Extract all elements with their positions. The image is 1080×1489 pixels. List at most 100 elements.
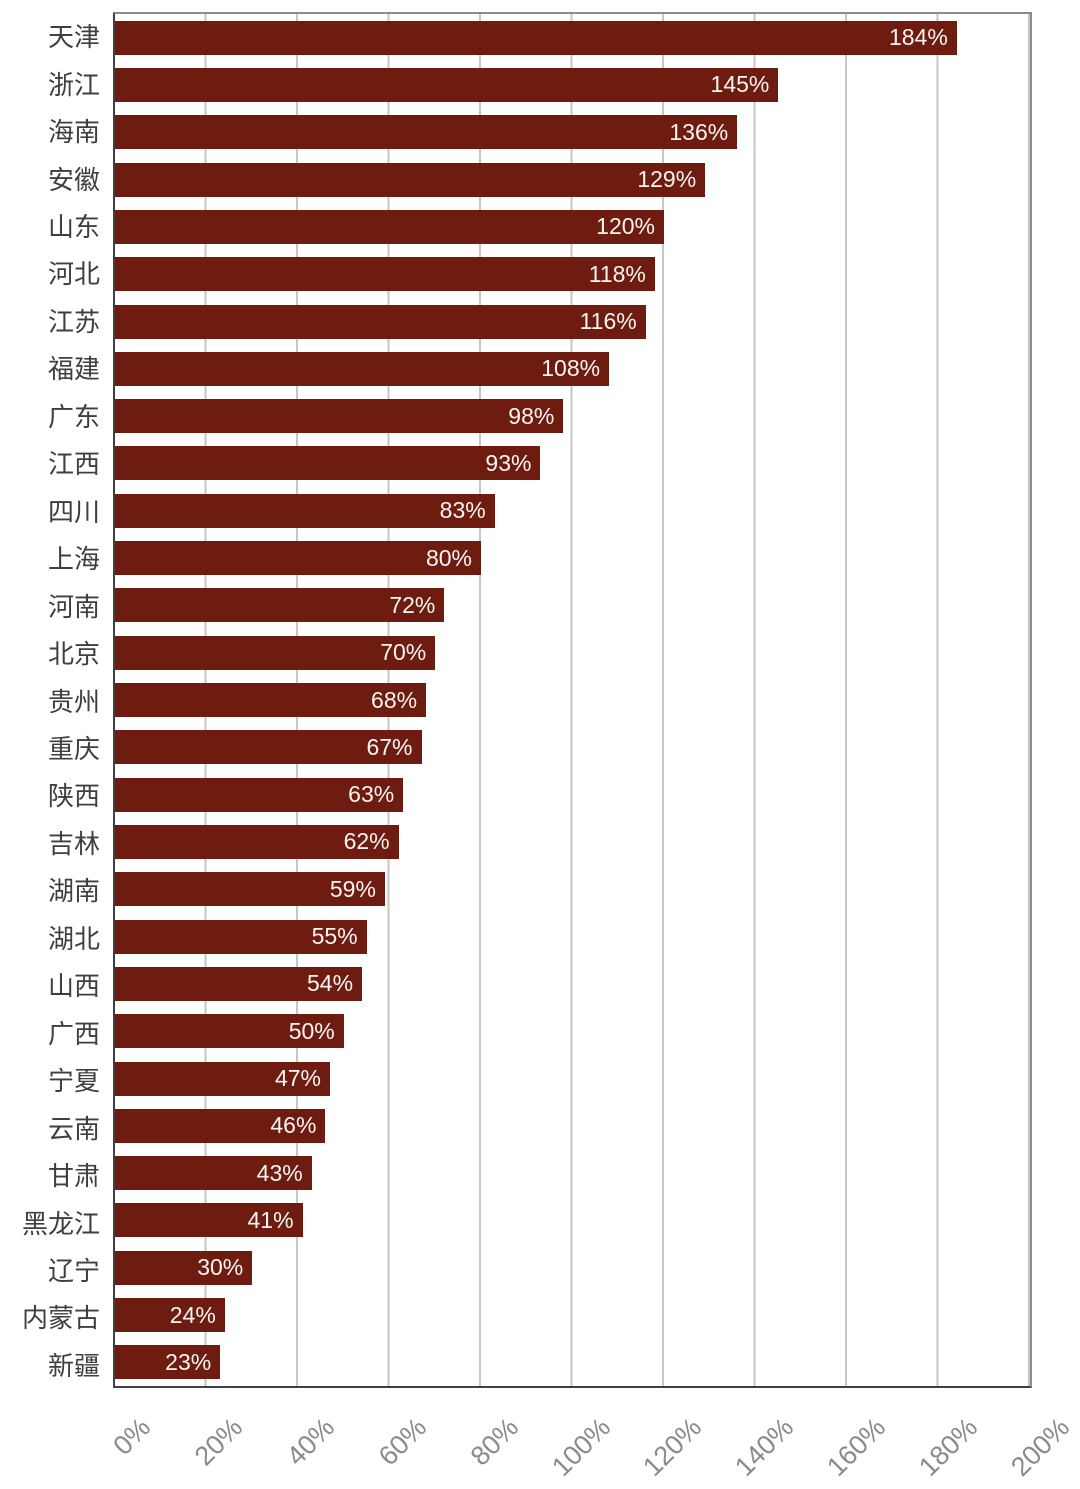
x-tick-label: 200% (1005, 1412, 1076, 1483)
bar: 72% (115, 588, 445, 623)
category-label: 海南 (47, 117, 100, 148)
bar-value-label: 30% (197, 1254, 244, 1281)
category-label: 江西 (47, 449, 100, 480)
bar: 108% (115, 351, 610, 386)
bar-value-label: 136% (669, 118, 729, 145)
bar-value-label: 98% (508, 402, 555, 429)
category-label: 湖南 (47, 876, 100, 907)
bar: 129% (115, 162, 706, 197)
bar-row: 184% (115, 14, 1030, 61)
bar: 63% (115, 777, 404, 812)
bar-row: 98% (115, 393, 1030, 440)
category-label: 广西 (47, 1018, 100, 1049)
bar-value-label: 23% (165, 1348, 212, 1375)
bar-value-label: 63% (348, 781, 395, 808)
bar-row: 30% (115, 1244, 1030, 1291)
category-label: 宁夏 (47, 1066, 100, 1097)
y-axis-labels: 天津 浙江 海南 安徽 山东 河北 江苏 福建 广东 江西 四川 上海 河南 北京 贵州 重庆 陕西 吉林 湖南 湖北… (0, 12, 100, 1388)
bar-row: 43% (115, 1150, 1030, 1197)
category-label: 陕西 (47, 781, 100, 812)
category-label: 山东 (47, 212, 100, 243)
bar: 116% (115, 304, 646, 339)
bar-value-label: 67% (366, 733, 413, 760)
bar-value-label: 50% (288, 1017, 335, 1044)
bar: 47% (115, 1061, 331, 1096)
bar-value-label: 70% (380, 639, 427, 666)
category-label: 北京 (47, 639, 100, 670)
bar: 30% (115, 1250, 253, 1285)
x-tick-label: 140% (729, 1412, 800, 1483)
bar: 93% (115, 446, 541, 481)
bar-row: 83% (115, 487, 1030, 534)
bar-row: 68% (115, 676, 1030, 723)
bar: 80% (115, 541, 481, 576)
bar: 98% (115, 399, 564, 434)
bar: 184% (115, 20, 957, 55)
bar-value-label: 120% (596, 213, 655, 240)
category-label: 山西 (47, 971, 100, 1002)
x-tick-label: 60% (372, 1412, 432, 1472)
bar: 46% (115, 1108, 326, 1143)
bar: 24% (115, 1298, 225, 1333)
x-tick-label: 40% (280, 1412, 341, 1472)
bar-row: 63% (115, 771, 1030, 818)
bar-value-label: 93% (485, 449, 532, 476)
category-label: 江苏 (47, 306, 100, 337)
bar-value-label: 68% (371, 686, 418, 713)
bar: 67% (115, 730, 422, 765)
x-tick-label: 20% (188, 1412, 249, 1472)
bar-row: 46% (115, 1102, 1030, 1149)
bar-row: 129% (115, 156, 1030, 203)
bar-row: 24% (115, 1291, 1030, 1338)
plot-area: 184% 145% 136% 129% 120% 118% 116% 108% 98% 93% 83… (113, 12, 1032, 1388)
bar-value-label: 55% (311, 923, 358, 950)
bar: 136% (115, 115, 738, 150)
category-label: 重庆 (47, 734, 100, 765)
category-label: 吉林 (47, 828, 100, 859)
bar-value-label: 108% (541, 355, 601, 382)
category-label: 湖北 (47, 923, 100, 954)
bar: 70% (115, 635, 436, 670)
category-label: 四川 (47, 496, 100, 527)
bar-row: 47% (115, 1055, 1030, 1102)
bar-value-label: 24% (169, 1301, 216, 1328)
bar-value-label: 83% (439, 497, 486, 524)
bar-row: 145% (115, 61, 1030, 108)
bar-row: 93% (115, 440, 1030, 487)
bar-value-label: 118% (588, 260, 646, 287)
bar-row: 50% (115, 1008, 1030, 1055)
bar: 23% (115, 1345, 221, 1380)
bar-value-label: 145% (710, 71, 770, 98)
x-tick-label: 180% (913, 1412, 984, 1483)
bar: 41% (115, 1203, 303, 1238)
bar-row: 118% (115, 251, 1030, 298)
bar: 118% (115, 257, 655, 292)
category-label: 黑龙江 (21, 1208, 100, 1239)
bar-row: 54% (115, 960, 1030, 1007)
bar-row: 136% (115, 109, 1030, 156)
bar-row: 108% (115, 345, 1030, 392)
x-tick-label: 0% (107, 1412, 157, 1461)
bar-row: 120% (115, 203, 1030, 250)
bar-value-label: 129% (637, 166, 697, 193)
category-label: 内蒙古 (21, 1303, 100, 1334)
bar: 145% (115, 67, 779, 102)
category-label: 甘肃 (47, 1161, 100, 1192)
x-tick-label: 120% (637, 1412, 708, 1483)
bar-value-label: 43% (256, 1159, 303, 1186)
bar-value-label: 47% (274, 1065, 322, 1092)
category-label: 浙江 (47, 69, 100, 100)
x-tick-label: 160% (821, 1412, 892, 1483)
bar-value-label: 116% (579, 308, 637, 335)
bar-row: 72% (115, 582, 1030, 629)
bar-row: 62% (115, 818, 1030, 865)
bar: 59% (115, 872, 385, 907)
category-label: 河南 (47, 591, 100, 622)
bar: 43% (115, 1156, 312, 1191)
bar-value-label: 41% (247, 1206, 294, 1233)
bar-value-label: 46% (270, 1112, 317, 1139)
bar-row: 80% (115, 534, 1030, 581)
bar-row: 23% (115, 1339, 1030, 1386)
bar-row: 41% (115, 1197, 1030, 1244)
